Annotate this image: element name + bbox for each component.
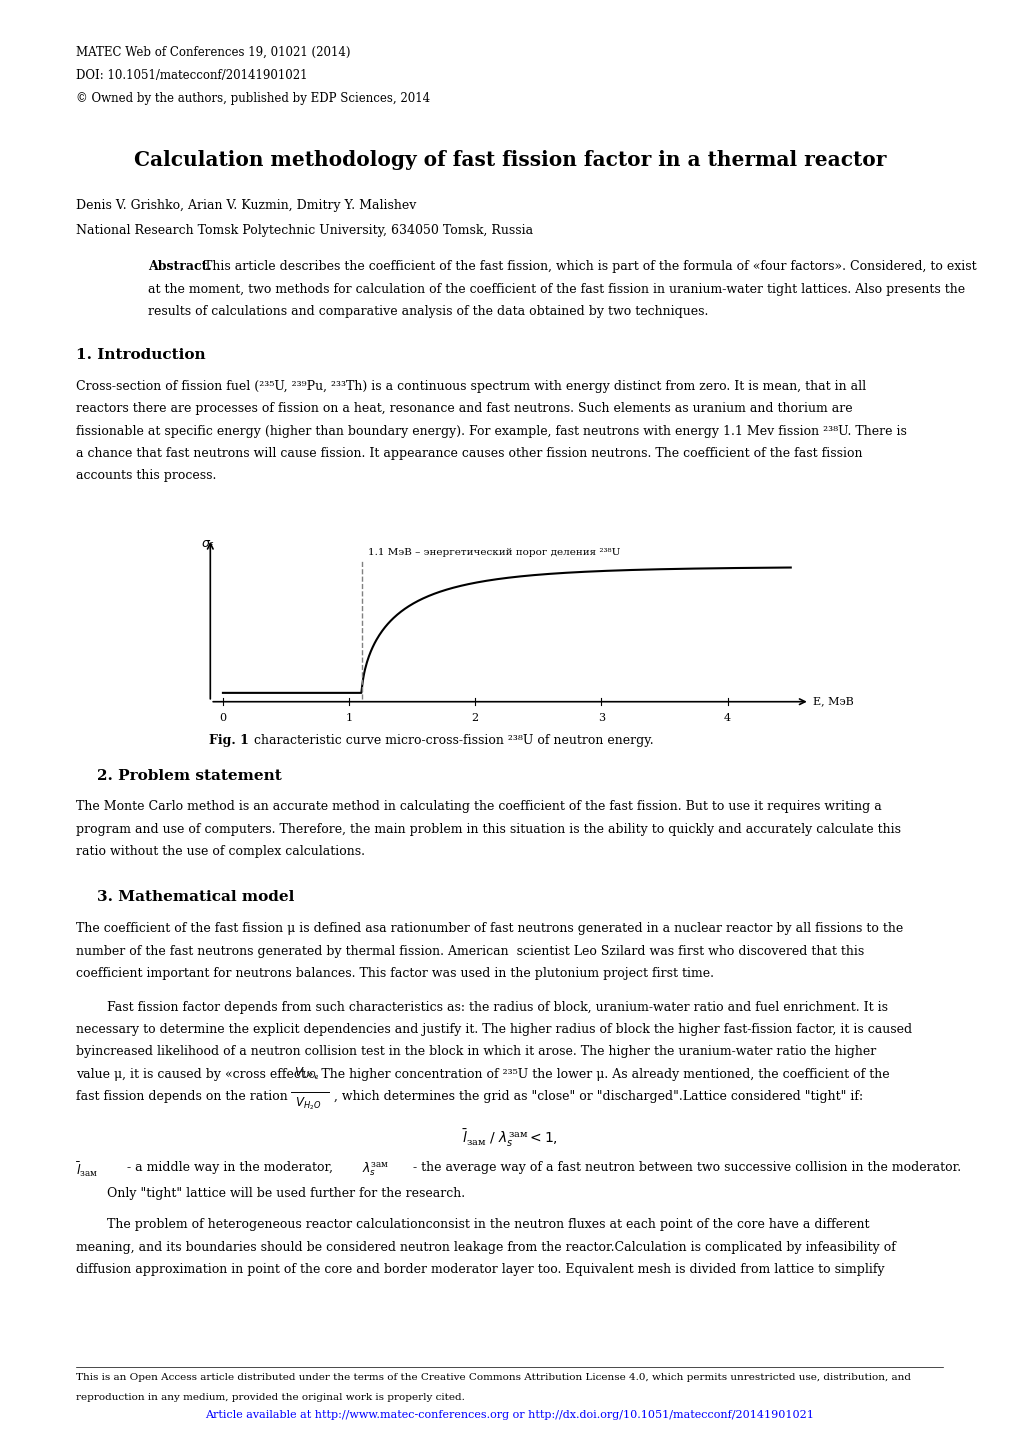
- Text: - a middle way in the moderator,: - a middle way in the moderator,: [127, 1161, 333, 1174]
- Text: meaning, and its boundaries should be considered neutron leakage from the reacto: meaning, and its boundaries should be co…: [76, 1240, 896, 1255]
- Text: This is an Open Access article distributed under the terms of the Creative Commo: This is an Open Access article distribut…: [76, 1373, 911, 1381]
- Text: National Research Tomsk Polytechnic University, 634050 Tomsk, Russia: National Research Tomsk Polytechnic Univ…: [76, 225, 533, 238]
- Text: ratio without the use of complex calculations.: ratio without the use of complex calcula…: [76, 845, 365, 858]
- Text: $\sigma_f$: $\sigma_f$: [201, 539, 215, 552]
- Text: results of calculations and comparative analysis of the data obtained by two tec: results of calculations and comparative …: [148, 304, 707, 319]
- Text: at the moment, two methods for calculation of the coefficient of the fast fissio: at the moment, two methods for calculati…: [148, 283, 964, 296]
- Text: diffusion approximation in point of the core and border moderator layer too. Equ: diffusion approximation in point of the …: [76, 1263, 884, 1276]
- Text: $\bar{l}_{\mathregular{зам}}\ /\ \lambda_s^{\mathregular{зам}} < 1,$: $\bar{l}_{\mathregular{зам}}\ /\ \lambda…: [462, 1128, 557, 1149]
- Text: 2. Problem statement: 2. Problem statement: [97, 769, 281, 783]
- Text: number of the fast neutrons generated by thermal fission. American  scientist Le: number of the fast neutrons generated by…: [76, 945, 864, 957]
- Text: Only "tight" lattice will be used further for the research.: Only "tight" lattice will be used furthe…: [107, 1188, 465, 1201]
- Text: 3: 3: [597, 714, 604, 722]
- Text: The coefficient of the fast fission μ is defined asa rationumber of fast neutron: The coefficient of the fast fission μ is…: [76, 923, 903, 936]
- Text: program and use of computers. Therefore, the main problem in this situation is t: program and use of computers. Therefore,…: [76, 822, 901, 836]
- Text: MATEC Web of Conferences 19, 01021 (2014): MATEC Web of Conferences 19, 01021 (2014…: [76, 46, 351, 59]
- Text: necessary to determine the explicit dependencies and justify it. The higher radi: necessary to determine the explicit depe…: [76, 1024, 912, 1037]
- Text: The problem of heterogeneous reactor calculationconsist in the neutron fluxes at: The problem of heterogeneous reactor cal…: [107, 1218, 869, 1231]
- Text: 1.1 МэВ – энергетический порог деления ²³⁸U: 1.1 МэВ – энергетический порог деления ²…: [368, 548, 620, 557]
- Text: coefficient important for neutrons balances. This factor was used in the plutoni: coefficient important for neutrons balan…: [76, 966, 713, 981]
- Text: fissionable at specific energy (higher than boundary energy). For example, fast : fissionable at specific energy (higher t…: [76, 424, 907, 438]
- Text: accounts this process.: accounts this process.: [76, 469, 217, 483]
- Text: 0: 0: [219, 714, 226, 722]
- Text: $\bar{l}_{\mathregular{зам}}$: $\bar{l}_{\mathregular{зам}}$: [76, 1161, 99, 1180]
- Text: Cross-section of fission fuel (²³⁵U, ²³⁹Pu, ²³³Th) is a continuous spectrum with: Cross-section of fission fuel (²³⁵U, ²³⁹…: [76, 381, 866, 394]
- Text: $V_{H_2O}$: $V_{H_2O}$: [294, 1096, 321, 1112]
- Text: a chance that fast neutrons will cause fission. It appearance causes other fissi: a chance that fast neutrons will cause f…: [76, 447, 862, 460]
- Text: E, МэВ: E, МэВ: [813, 696, 853, 707]
- Text: $V_{UO_2}$: $V_{UO_2}$: [293, 1066, 319, 1082]
- Text: $\lambda_s^{\mathregular{зам}}$: $\lambda_s^{\mathregular{зам}}$: [362, 1161, 389, 1178]
- Text: © Owned by the authors, published by EDP Sciences, 2014: © Owned by the authors, published by EDP…: [76, 92, 430, 105]
- Text: byincreased likelihood of a neutron collision test in the block in which it aros: byincreased likelihood of a neutron coll…: [76, 1045, 876, 1058]
- Text: This article describes the coefficient of the fast fission, which is part of the: This article describes the coefficient o…: [204, 261, 975, 274]
- Text: - the average way of a fast neutron between two successive collision in the mode: - the average way of a fast neutron betw…: [413, 1161, 960, 1174]
- Text: 1. Introduction: 1. Introduction: [76, 349, 206, 362]
- Text: characteristic curve micro-cross-fission ²³⁸U of neutron energy.: characteristic curve micro-cross-fission…: [250, 734, 653, 747]
- Text: value μ, it is caused by «cross effect». The higher concentration of ²³⁵U the lo: value μ, it is caused by «cross effect».…: [76, 1067, 890, 1082]
- Text: 3. Mathematical model: 3. Mathematical model: [97, 890, 294, 904]
- Text: fast fission depends on the ration: fast fission depends on the ration: [76, 1090, 288, 1103]
- Text: , which determines the grid as "close" or "discharged".Lattice considered "tight: , which determines the grid as "close" o…: [333, 1090, 862, 1103]
- Text: Article available at http://www.matec-conferences.org or http://dx.doi.org/10.10: Article available at http://www.matec-co…: [206, 1410, 813, 1420]
- Text: DOI: 10.1051/matecconf/20141901021: DOI: 10.1051/matecconf/20141901021: [76, 69, 308, 82]
- Text: 4: 4: [723, 714, 731, 722]
- Text: reproduction in any medium, provided the original work is properly cited.: reproduction in any medium, provided the…: [76, 1393, 465, 1402]
- Text: 1: 1: [345, 714, 353, 722]
- Text: reactors there are processes of fission on a heat, resonance and fast neutrons. : reactors there are processes of fission …: [76, 402, 852, 415]
- Text: Calculation methodology of fast fission factor in a thermal reactor: Calculation methodology of fast fission …: [133, 150, 886, 170]
- Text: Denis V. Grishko, Arian V. Kuzmin, Dmitry Y. Malishev: Denis V. Grishko, Arian V. Kuzmin, Dmitr…: [76, 199, 417, 212]
- Text: The Monte Carlo method is an accurate method in calculating the coefficient of t: The Monte Carlo method is an accurate me…: [76, 800, 881, 813]
- Text: Fast fission factor depends from such characteristics as: the radius of block, u: Fast fission factor depends from such ch…: [107, 1001, 888, 1014]
- Text: Fig. 1: Fig. 1: [209, 734, 249, 747]
- Text: Abstract.: Abstract.: [148, 261, 212, 274]
- Text: 2: 2: [471, 714, 478, 722]
